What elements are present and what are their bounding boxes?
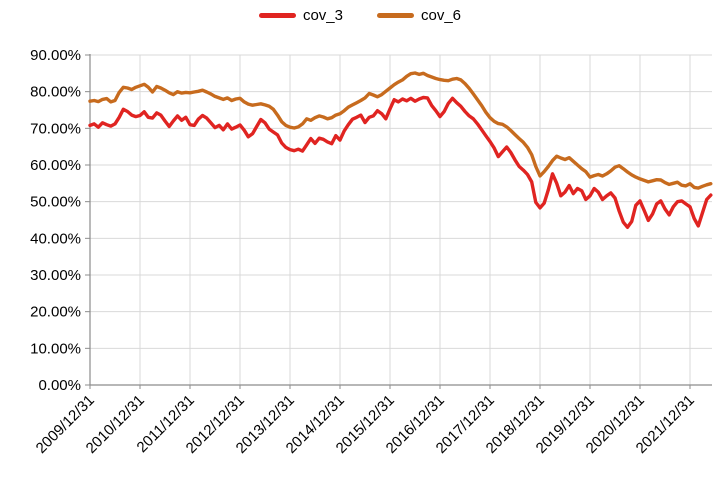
y-tick-label: 80.00%	[30, 84, 81, 101]
y-tick-label: 0.00%	[38, 377, 81, 394]
y-tick-label: 30.00%	[30, 267, 81, 284]
y-tick-label: 90.00%	[30, 47, 81, 64]
legend-item-cov_6: cov_6	[377, 8, 461, 23]
legend-item-cov_3: cov_3	[258, 7, 343, 24]
legend-label-cov_3: cov_3	[302, 7, 343, 24]
y-tick-label: 20.00%	[30, 304, 81, 321]
y-tick-label: 10.00%	[30, 340, 81, 357]
y-tick-label: 50.00%	[30, 194, 81, 211]
cov_3-line	[88, 95, 713, 230]
cov_6-line	[88, 71, 713, 190]
cov_6-line-swatch	[377, 13, 414, 18]
legend-label-cov_6: cov_6	[421, 7, 462, 24]
y-tick-label: 40.00%	[30, 230, 81, 247]
y-tick-label: 70.00%	[30, 120, 81, 137]
y-tick-label: 60.00%	[30, 157, 81, 174]
cov_3-line-swatch	[258, 13, 296, 18]
legend: cov_3 cov_6	[0, 8, 720, 23]
